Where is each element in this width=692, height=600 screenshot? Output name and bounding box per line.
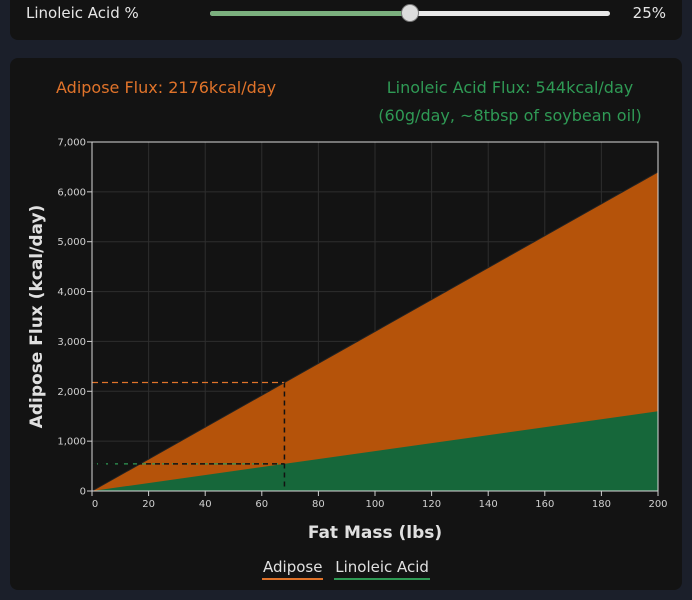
- y-tick-label: 2,000: [57, 387, 86, 398]
- linoleic-acid-slider[interactable]: [210, 4, 610, 22]
- y-tick-label: 1,000: [57, 437, 86, 448]
- chart-legend: Adipose Linoleic Acid: [0, 558, 692, 580]
- y-tick-label: 7,000: [57, 138, 86, 149]
- x-tick-label: 60: [255, 499, 268, 510]
- x-tick-label: 140: [479, 499, 498, 510]
- x-tick-label: 80: [312, 499, 325, 510]
- adipose-line: [91, 171, 659, 492]
- slider-fill: [210, 11, 410, 16]
- legend-linoleic-acid[interactable]: Linoleic Acid: [334, 558, 430, 580]
- slider-panel: [10, 0, 682, 40]
- slider-value: 25%: [632, 4, 666, 22]
- x-tick-label: 120: [422, 499, 441, 510]
- x-tick-label: 160: [535, 499, 554, 510]
- legend-adipose[interactable]: Adipose: [262, 558, 324, 580]
- slider-thumb[interactable]: [401, 4, 419, 22]
- x-tick-label: 40: [199, 499, 212, 510]
- adipose-flux-readout: Adipose Flux: 2176kcal/day: [56, 78, 277, 97]
- linoleic-acid-area: [92, 411, 658, 491]
- y-axis-title: Adipose Flux (kcal/day): [27, 205, 47, 429]
- y-tick-label: 6,000: [57, 187, 86, 198]
- linoleic-flux-detail: (60g/day, ~8tbsp of soybean oil): [378, 106, 642, 125]
- slider-label: Linoleic Acid %: [26, 4, 139, 22]
- x-tick-label: 20: [142, 499, 155, 510]
- x-tick-label: 200: [648, 499, 667, 510]
- y-tick-label: 5,000: [57, 237, 86, 248]
- y-tick-label: 4,000: [57, 287, 86, 298]
- linoleic-flux-readout: Linoleic Acid Flux: 544kcal/day: [386, 78, 634, 97]
- x-tick-label: 180: [592, 499, 611, 510]
- y-tick-label: 3,000: [57, 337, 86, 348]
- x-tick-label: 0: [92, 499, 98, 510]
- x-tick-label: 100: [365, 499, 384, 510]
- x-axis-title: Fat Mass (lbs): [308, 523, 442, 543]
- y-tick-label: 0: [80, 487, 86, 498]
